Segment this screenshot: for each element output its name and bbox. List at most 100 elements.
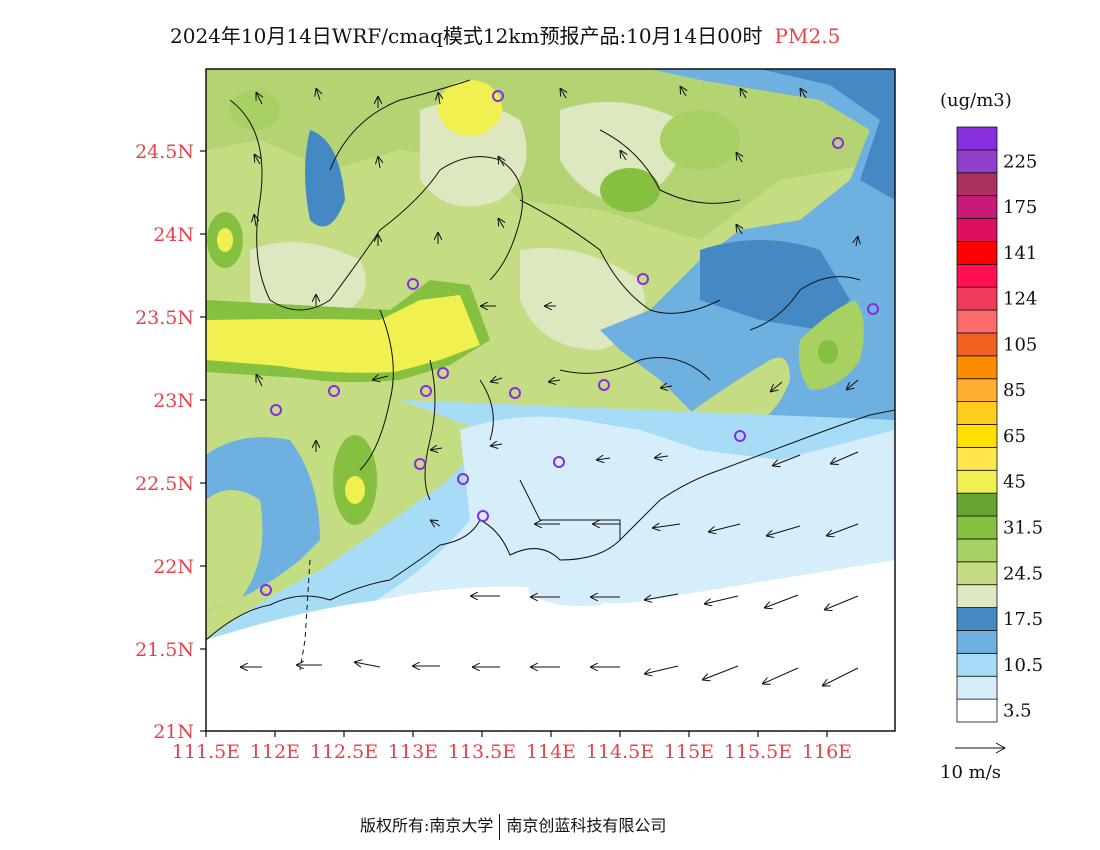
legend-swatch: [956, 584, 998, 608]
wind-arrow: [770, 381, 783, 392]
wind-arrow: [438, 92, 440, 105]
wind-arrow: [596, 458, 611, 460]
legend-swatch: [956, 538, 998, 563]
wind-arrow: [644, 665, 679, 674]
wind-arrow: [378, 156, 380, 169]
legend-swatch: [956, 492, 998, 517]
legend-swatch: [956, 126, 998, 151]
wind-arrow: [254, 214, 256, 227]
wind-arrow: [800, 88, 806, 99]
lon-label: 111.5E: [172, 741, 240, 763]
longitude-labels: 111.5E 112E 112.5E 113E 113.5E 114E 114.…: [172, 741, 852, 763]
wind-arrow: [704, 595, 739, 604]
station-marker: [867, 303, 879, 315]
legend-label: 175: [1003, 197, 1037, 218]
wind-arrow: [316, 88, 320, 101]
legend-label: 65: [1003, 426, 1026, 447]
title-species: PM2.5: [774, 24, 841, 48]
wind-arrow: [660, 386, 673, 388]
legend-swatch: [956, 218, 998, 242]
legend-label: 3.5: [1003, 701, 1032, 722]
legend-swatch: [956, 630, 998, 654]
lat-label: 22N: [153, 556, 194, 578]
legend-swatch: [956, 469, 998, 494]
legend-label: 105: [1003, 334, 1037, 355]
wind-arrow: [548, 380, 561, 382]
legend-swatch: [956, 355, 998, 380]
wind-arrow: [498, 218, 504, 229]
lon-label: 115.5E: [724, 741, 792, 763]
legend-swatch: [956, 607, 998, 631]
station-marker: [477, 510, 489, 522]
station-marker: [420, 385, 432, 397]
station-markers: [260, 90, 879, 596]
lon-label: 112.5E: [310, 741, 378, 763]
color-legend: 3.5 10.5 17.5 24.5 31.5 45 65 85 105 124 141 175 225: [956, 126, 1043, 723]
wind-arrow: [254, 154, 260, 165]
wind-arrow: [822, 667, 859, 686]
wind-arrow: [256, 92, 262, 105]
station-marker: [260, 584, 272, 596]
legend-swatch: [956, 446, 998, 471]
copyright-right: 南京创蓝科技有限公司: [506, 816, 667, 835]
wind-arrow: [372, 376, 389, 380]
wind-arrow: [736, 152, 742, 163]
legend-swatch: [956, 332, 998, 357]
map-title: 2024年10月14日WRF/cmaq模式12km预报产品:10月14日00时 P…: [170, 20, 840, 49]
wind-arrow: [830, 451, 859, 464]
station-marker: [270, 404, 282, 416]
wind-arrow: [490, 378, 503, 382]
wind-vectors: [240, 451, 859, 686]
lat-label: 22.5N: [135, 473, 194, 495]
wind-arrow: [620, 150, 626, 161]
lon-label: 115E: [664, 741, 714, 763]
lon-label: 112E: [250, 741, 300, 763]
wind-reference-label: 10 m/s: [940, 762, 1001, 783]
wind-arrow: [856, 236, 858, 247]
wind-arrow: [824, 595, 859, 610]
wind-arrow: [498, 156, 504, 167]
latitude-labels: 24.5N 24N 23.5N 23N 22.5N 22N 21.5N 21N: [135, 141, 194, 743]
wind-arrow: [772, 454, 801, 466]
copyright-left: 版权所有:南京大学: [360, 816, 494, 835]
legend-swatch: [956, 698, 998, 723]
legend-label: 141: [1003, 243, 1037, 264]
lon-label: 114E: [526, 741, 576, 763]
legend-label: 17.5: [1003, 609, 1043, 630]
wind-arrow: [762, 667, 799, 684]
wind-arrow: [680, 86, 686, 97]
station-marker: [553, 456, 565, 468]
legend-label: 24.5: [1003, 563, 1043, 584]
lat-label: 24N: [153, 224, 194, 246]
station-marker: [437, 367, 449, 379]
wind-arrow: [740, 88, 746, 99]
station-marker: [598, 379, 610, 391]
legend-swatch: [956, 424, 998, 448]
land-wind-vectors: [254, 86, 858, 526]
legend-label: 225: [1003, 151, 1037, 172]
legend-swatch: [956, 263, 998, 288]
wind-arrow: [560, 88, 566, 99]
legend-label: 124: [1003, 289, 1037, 310]
wind-arrow: [826, 523, 859, 536]
wind-arrow: [702, 665, 739, 680]
wind-arrow: [490, 444, 503, 446]
legend-swatch: [956, 172, 998, 197]
wind-arrow: [644, 593, 679, 600]
concentration-field: [206, 69, 895, 731]
station-marker: [407, 278, 419, 290]
legend-swatch: [956, 378, 998, 403]
station-marker: [414, 458, 426, 470]
legend-swatch: [956, 652, 998, 677]
lon-label: 116E: [802, 741, 852, 763]
legend-swatch: [956, 561, 998, 586]
legend-label: 31.5: [1003, 517, 1043, 538]
legend-label: 10.5: [1003, 655, 1043, 676]
wind-arrow: [766, 525, 801, 536]
station-marker: [637, 273, 649, 285]
lat-label: 23.5N: [135, 307, 194, 329]
copyright: 版权所有:南京大学 南京创蓝科技有限公司: [360, 812, 666, 840]
legend-label: 45: [1003, 472, 1026, 493]
wind-arrow: [846, 379, 859, 390]
legend-swatch: [956, 515, 998, 540]
